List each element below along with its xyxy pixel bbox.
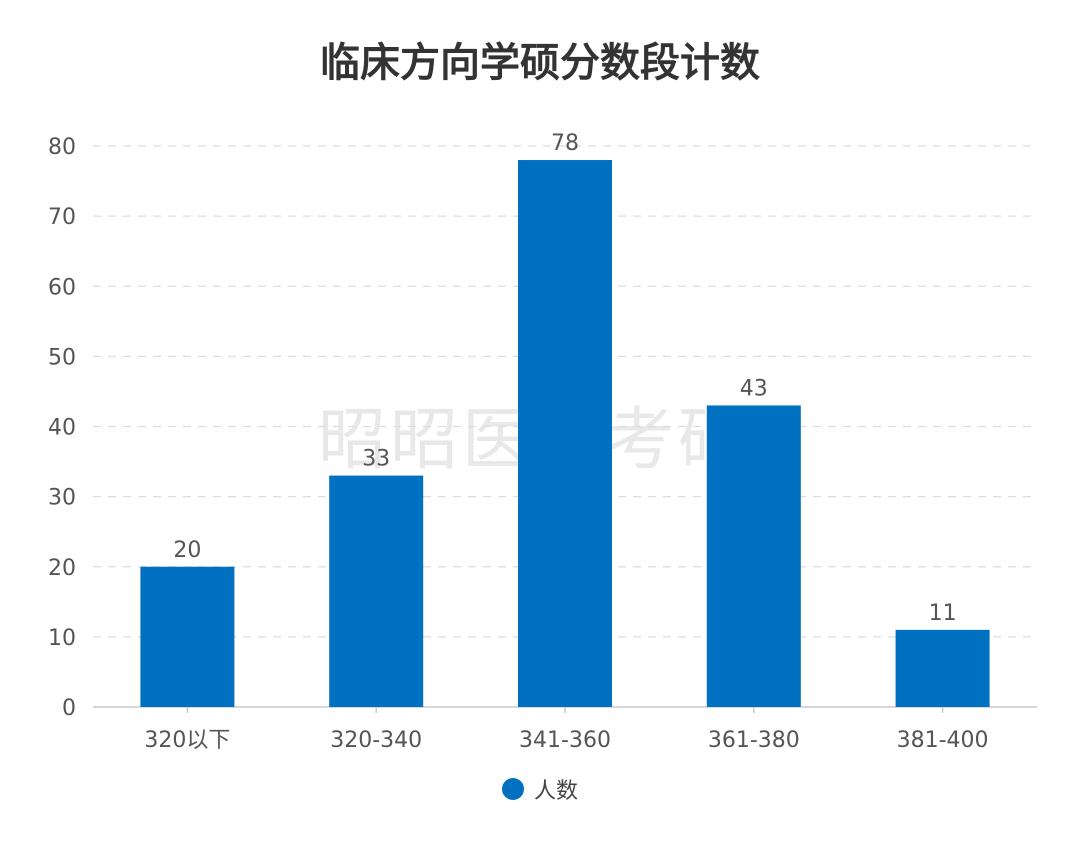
bars	[140, 160, 990, 707]
bar	[329, 475, 424, 707]
x-tick-label: 341-360	[519, 728, 611, 753]
chart-title: 临床方向学硕分数段计数	[320, 40, 760, 86]
y-tick-label: 60	[48, 275, 76, 300]
y-tick-label: 10	[48, 626, 76, 651]
y-tick-label: 0	[62, 696, 76, 721]
bar	[895, 629, 990, 707]
x-tick-label: 320以下	[144, 728, 230, 753]
x-tick-label: 320-340	[330, 728, 422, 753]
x-tick-label: 361-380	[708, 728, 800, 753]
y-tick-label: 30	[48, 486, 76, 511]
legend-swatch-icon	[501, 778, 524, 800]
legend-label: 人数	[533, 779, 578, 804]
data-label: 43	[740, 376, 768, 401]
data-label: 11	[929, 601, 957, 626]
data-label: 78	[551, 131, 579, 156]
y-tick-label: 50	[48, 345, 76, 370]
axes: 0 10 20 30 40 50 60 70 80 320以下 320-340 341-360 361-…	[48, 135, 1037, 753]
data-label: 20	[173, 538, 201, 563]
legend[interactable]: 人数	[0, 773, 1080, 805]
data-labels: 20 33 78 43 11	[173, 131, 956, 626]
y-tick-label: 40	[48, 416, 76, 441]
data-label: 33	[362, 447, 390, 472]
bar	[706, 405, 801, 707]
x-tick-label: 381-400	[897, 728, 989, 753]
y-tick-label: 70	[48, 205, 76, 230]
bar	[140, 566, 235, 707]
y-tick-label: 20	[48, 556, 76, 581]
y-tick-label: 80	[48, 135, 76, 160]
bar	[518, 160, 612, 707]
